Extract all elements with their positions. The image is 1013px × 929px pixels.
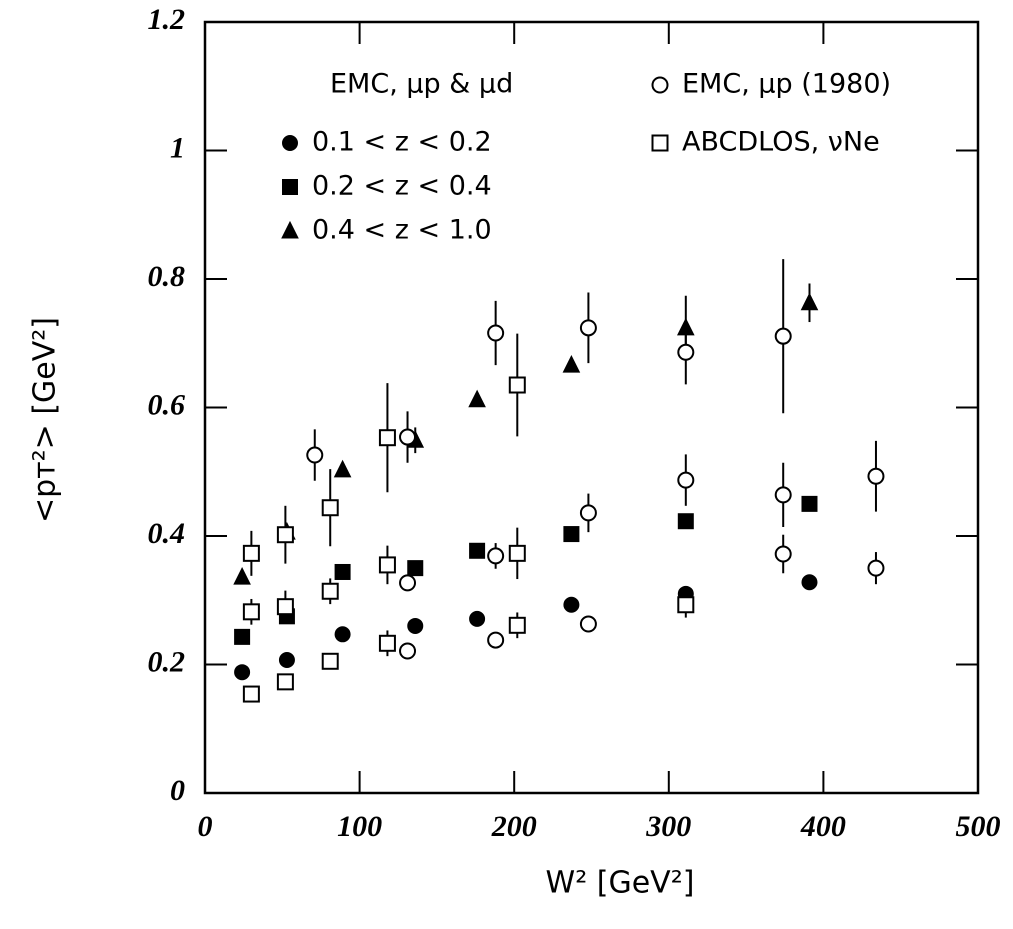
y-tick-label: 1.2 [148, 3, 186, 36]
marker [276, 598, 294, 616]
marker [774, 486, 792, 504]
x-tick-label: 0 [198, 810, 213, 843]
marker [774, 545, 792, 563]
marker [562, 354, 581, 373]
marker [399, 428, 417, 446]
marker [407, 617, 424, 634]
marker [407, 560, 424, 577]
legend-label: ABCDLOS, νNe [682, 127, 880, 158]
marker [579, 319, 597, 337]
marker [677, 596, 695, 614]
marker [234, 628, 251, 645]
marker [242, 603, 260, 621]
marker [677, 513, 694, 530]
marker [306, 446, 324, 464]
marker [579, 615, 597, 633]
marker [242, 685, 260, 703]
y-tick-label: 0.4 [148, 517, 186, 550]
marker [774, 327, 792, 345]
marker [276, 526, 294, 544]
x-tick-label: 400 [800, 810, 846, 843]
marker [321, 582, 339, 600]
x-tick-label: 100 [337, 810, 382, 843]
legend-marker [651, 76, 669, 94]
marker [333, 459, 352, 478]
marker [563, 526, 580, 543]
x-tick-label: 200 [491, 810, 537, 843]
legend-marker [281, 220, 299, 239]
marker [399, 642, 417, 660]
marker [378, 634, 396, 652]
marker [677, 343, 695, 361]
marker [677, 471, 695, 489]
legend-marker [651, 134, 669, 152]
x-tick-label: 500 [956, 810, 1001, 843]
marker [487, 324, 505, 342]
marker [508, 544, 526, 562]
legend-marker [282, 179, 298, 195]
legend-marker [282, 135, 298, 151]
marker [234, 664, 251, 681]
y-tick-label: 0.6 [148, 388, 186, 421]
x-axis-label: W² [GeV²] [546, 866, 695, 901]
marker [334, 626, 351, 643]
marker [278, 652, 295, 669]
y-tick-label: 0.8 [148, 260, 186, 293]
y-tick-label: 1 [170, 131, 185, 164]
marker [469, 542, 486, 559]
marker [508, 376, 526, 394]
marker [378, 556, 396, 574]
marker [508, 616, 526, 634]
marker [233, 567, 251, 585]
marker [487, 631, 505, 649]
marker [563, 596, 580, 613]
marker [378, 429, 396, 447]
y-tick-label: 0.2 [148, 645, 186, 678]
marker [867, 559, 885, 577]
marker [334, 563, 351, 580]
marker [242, 544, 260, 562]
y-axis-label: <pᴛ²> [GeV²] [28, 317, 63, 523]
marker [321, 652, 339, 670]
marker [801, 495, 818, 512]
marker [487, 547, 505, 565]
y-tick-label: 0 [170, 774, 185, 807]
marker [801, 574, 818, 591]
marker [276, 673, 294, 691]
x-tick-label: 300 [645, 810, 691, 843]
legend-label: 0.4 < z < 1.0 [312, 215, 492, 246]
legend-label: 0.2 < z < 0.4 [312, 171, 492, 202]
legend-label: EMC, μp (1980) [682, 69, 891, 100]
marker [800, 292, 819, 311]
marker [469, 610, 486, 627]
marker [468, 389, 486, 408]
marker [579, 504, 597, 522]
legend-label: 0.1 < z < 0.2 [312, 127, 492, 158]
marker [867, 467, 885, 485]
marker [399, 574, 417, 592]
marker [321, 499, 339, 517]
legend-title: EMC, μp & μd [330, 69, 513, 100]
